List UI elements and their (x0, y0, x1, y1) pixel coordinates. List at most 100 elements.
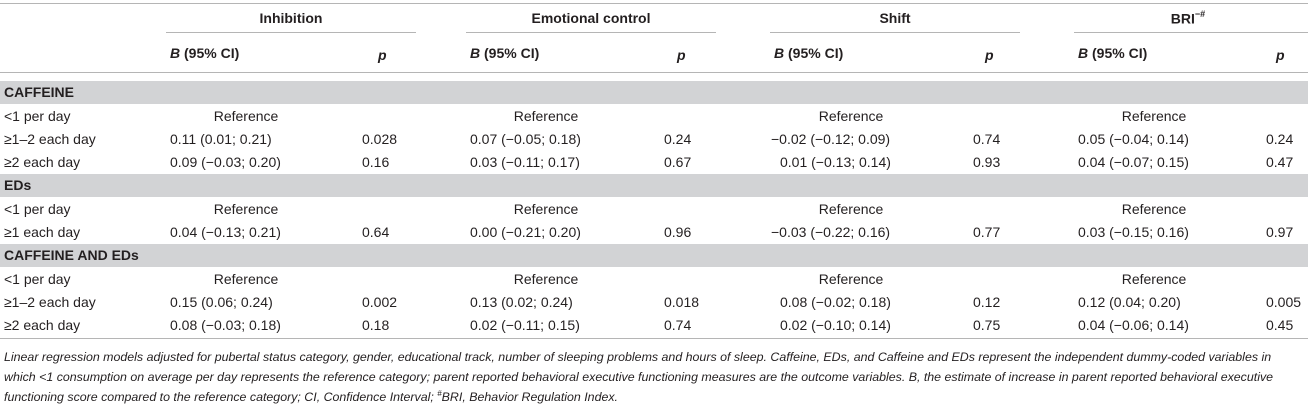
table-top-rule (0, 3, 1308, 4)
row-label: <1 per day (4, 271, 71, 287)
cell-p-inhibition: 0.028 (362, 131, 398, 147)
cell-b-shift: −0.03 (−0.22; 0.16) (771, 224, 891, 240)
cell-b-shift: 0.02 (−0.10; 0.14) (780, 317, 891, 333)
p-label: p (1276, 47, 1285, 63)
column-group-emotional-control: Emotional control (466, 10, 716, 26)
cell-b-emotional-control: Reference (513, 108, 579, 124)
cell-b-bri: 0.12 (0.04; 0.20) (1078, 294, 1181, 310)
cell-b-bri: 0.05 (−0.04; 0.14) (1078, 131, 1189, 147)
row-label: <1 per day (4, 201, 71, 217)
table-row: <1 per day Reference Reference Reference… (0, 268, 1308, 291)
cell-b-bri: Reference (1121, 201, 1187, 217)
p-label: p (378, 47, 387, 63)
header-bottom-rule (0, 72, 1308, 73)
row-label: ≥1 each day (4, 224, 81, 240)
group-title-superscript: −# (1194, 9, 1206, 19)
section-band-eds: EDs (0, 174, 1308, 197)
cell-p-bri: 0.45 (1266, 317, 1294, 333)
cell-b-emotional-control: 0.02 (−0.11; 0.15) (470, 317, 580, 333)
subheader-p-bri: p (1276, 47, 1285, 63)
cell-b-inhibition: Reference (213, 108, 279, 124)
column-group-bri: BRI−# (1074, 9, 1302, 27)
cell-b-shift: 0.08 (−0.02; 0.18) (780, 294, 891, 310)
b-symbol: B (1078, 45, 1089, 61)
cell-b-shift: 0.01 (−0.13; 0.14) (780, 154, 891, 170)
cell-b-bri: Reference (1121, 271, 1187, 287)
cell-p-shift: 0.75 (973, 317, 1001, 333)
cell-p-emotional-control: 0.96 (664, 224, 692, 240)
subheader-b-ci-bri: B (95% CI) (1078, 45, 1147, 61)
ci-label: (95% CI) (1088, 45, 1148, 61)
cell-b-shift: Reference (818, 201, 884, 217)
cell-b-bri: 0.04 (−0.07; 0.15) (1078, 154, 1189, 170)
cell-b-inhibition: 0.09 (−0.03; 0.20) (170, 154, 281, 170)
column-group-inhibition: Inhibition (166, 10, 416, 26)
section-band-caffeine: CAFFEINE (0, 81, 1308, 104)
subheader-p-emotional-control: p (677, 47, 686, 63)
table-row: ≥1 each day 0.04 (−0.13; 0.21) 0.64 0.00… (0, 221, 1308, 244)
cell-b-emotional-control: 0.07 (−0.05; 0.18) (470, 131, 581, 147)
table-row: ≥1–2 each day 0.15 (0.06; 0.24) 0.002 0.… (0, 291, 1308, 314)
ci-label: (95% CI) (784, 45, 844, 61)
table-row: <1 per day Reference Reference Reference… (0, 105, 1308, 128)
group-rule-bri (1074, 32, 1308, 33)
cell-p-shift: 0.12 (973, 294, 1001, 310)
section-band-caffeine-and-eds: CAFFEINE AND EDs (0, 244, 1308, 267)
row-label: ≥2 each day (4, 317, 81, 333)
cell-b-emotional-control: Reference (513, 201, 579, 217)
cell-b-inhibition: 0.08 (−0.03; 0.18) (170, 317, 281, 333)
footnote-superscript: # (437, 388, 442, 398)
row-label: <1 per day (4, 108, 71, 124)
subheader-p-inhibition: p (378, 47, 387, 63)
cell-p-inhibition: 0.18 (362, 317, 390, 333)
cell-p-bri: 0.24 (1266, 131, 1294, 147)
subheader-b-ci-inhibition: B (95% CI) (170, 45, 239, 61)
group-rule-shift (770, 32, 1020, 33)
b-symbol: B (774, 45, 785, 61)
cell-b-emotional-control: 0.00 (−0.21; 0.20) (470, 224, 581, 240)
row-label: ≥1–2 each day (4, 131, 96, 147)
table-row: ≥2 each day 0.09 (−0.03; 0.20) 0.16 0.03… (0, 151, 1308, 174)
cell-p-inhibition: 0.64 (362, 224, 390, 240)
cell-p-bri: 0.97 (1266, 224, 1294, 240)
subheader-b-ci-emotional-control: B (95% CI) (470, 45, 539, 61)
ci-label: (95% CI) (180, 45, 240, 61)
b-symbol: B (470, 45, 481, 61)
table-row: <1 per day Reference Reference Reference… (0, 198, 1308, 221)
cell-b-emotional-control: 0.13 (0.02; 0.24) (470, 294, 573, 310)
p-label: p (677, 47, 686, 63)
cell-p-emotional-control: 0.74 (664, 317, 692, 333)
group-title-text: Inhibition (259, 10, 323, 26)
cell-p-inhibition: 0.002 (362, 294, 398, 310)
cell-p-emotional-control: 0.67 (664, 154, 692, 170)
column-group-shift: Shift (770, 10, 1020, 26)
cell-p-bri: 0.005 (1266, 294, 1302, 310)
table-row: ≥2 each day 0.08 (−0.03; 0.18) 0.18 0.02… (0, 314, 1308, 337)
cell-b-bri: Reference (1121, 108, 1187, 124)
subheader-b-ci-shift: B (95% CI) (774, 45, 843, 61)
cell-b-inhibition: Reference (213, 201, 279, 217)
subheader-p-shift: p (985, 47, 994, 63)
cell-p-shift: 0.77 (973, 224, 1001, 240)
row-label: ≥2 each day (4, 154, 81, 170)
cell-b-bri: 0.04 (−0.06; 0.14) (1078, 317, 1189, 333)
cell-p-shift: 0.74 (973, 131, 1001, 147)
cell-b-inhibition: 0.15 (0.06; 0.24) (170, 294, 273, 310)
ci-label: (95% CI) (480, 45, 540, 61)
b-symbol: B (170, 45, 181, 61)
group-title-text: Shift (879, 10, 911, 26)
cell-b-inhibition: 0.04 (−0.13; 0.21) (170, 224, 281, 240)
table-footnote: Linear regression models adjusted for pu… (4, 347, 1304, 407)
cell-b-bri: 0.03 (−0.15; 0.16) (1078, 224, 1189, 240)
table-row: ≥1–2 each day 0.11 (0.01; 0.21) 0.028 0.… (0, 128, 1308, 151)
cell-p-emotional-control: 0.018 (664, 294, 700, 310)
cell-b-shift: Reference (818, 271, 884, 287)
cell-p-bri: 0.47 (1266, 154, 1294, 170)
footnote-text: Linear regression models adjusted for pu… (4, 350, 1274, 404)
group-rule-emotional-control (466, 32, 716, 33)
row-label: ≥1–2 each day (4, 294, 96, 310)
group-title-text: BRI (1170, 10, 1195, 27)
group-rule-inhibition (166, 32, 416, 33)
group-title-text: Emotional control (531, 10, 651, 26)
p-label: p (985, 47, 994, 63)
